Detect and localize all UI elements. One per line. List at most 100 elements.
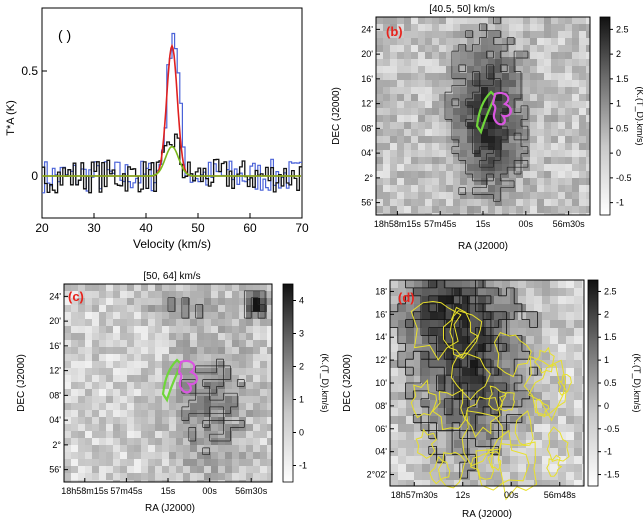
- map-pixel: [218, 284, 225, 291]
- panel-b-colorbar-ticks: 2.521.510.50-0.5-1: [610, 24, 632, 208]
- map-pixel: [71, 403, 78, 410]
- y-tick-label: 16': [361, 74, 373, 84]
- map-pixel: [127, 284, 134, 291]
- y-tick-label: 2°: [52, 440, 61, 450]
- map-pixel: [204, 396, 211, 403]
- map-pixel: [232, 480, 239, 482]
- map-pixel: [225, 452, 232, 459]
- map-pixel: [390, 456, 398, 464]
- map-pixel: [418, 108, 425, 115]
- map-pixel: [486, 416, 494, 424]
- map-pixel: [572, 115, 579, 122]
- map-pixel: [558, 157, 565, 164]
- map-pixel: [446, 280, 454, 288]
- map-pixel: [411, 115, 418, 122]
- map-pixel: [85, 431, 92, 438]
- map-pixel: [454, 448, 462, 456]
- map-pixel: [467, 136, 474, 143]
- map-pixel: [446, 360, 454, 368]
- map-pixel: [134, 466, 141, 473]
- map-pixel: [106, 403, 113, 410]
- map-pixel: [253, 382, 260, 389]
- map-pixel: [134, 410, 141, 417]
- map-pixel: [404, 73, 411, 80]
- map-pixel: [99, 424, 106, 431]
- map-pixel: [582, 432, 584, 440]
- map-pixel: [398, 368, 406, 376]
- map-pixel: [537, 206, 544, 213]
- yellow-contour: [557, 373, 572, 396]
- map-pixel: [467, 87, 474, 94]
- map-pixel: [558, 288, 566, 296]
- map-pixel: [572, 45, 579, 52]
- map-pixel: [78, 452, 85, 459]
- y-tick-label: 56': [49, 465, 61, 475]
- map-pixel: [574, 400, 582, 408]
- map-pixel: [260, 347, 267, 354]
- map-pixel: [183, 480, 190, 482]
- map-pixel: [141, 452, 148, 459]
- map-pixel: [565, 59, 572, 66]
- yellow-contour: [432, 388, 466, 431]
- panel-c-xticks: 18h58m15s 57m45s 15s 00s 56m30s: [61, 478, 268, 496]
- map-pixel: [586, 94, 590, 101]
- map-pixel: [518, 352, 526, 360]
- map-pixel: [495, 213, 502, 215]
- map-pixel: [383, 52, 390, 59]
- map-pixel: [566, 384, 574, 392]
- map-pixel: [148, 466, 155, 473]
- map-pixel: [197, 445, 204, 452]
- map-pixel: [155, 389, 162, 396]
- map-pixel: [446, 185, 453, 192]
- map-pixel: [148, 298, 155, 305]
- map-pixel: [494, 336, 502, 344]
- map-pixel: [542, 328, 550, 336]
- panel-b-ylabel: DEC (J2000): [331, 87, 342, 145]
- map-pixel: [106, 382, 113, 389]
- map-pixel: [232, 438, 239, 445]
- map-pixel: [523, 24, 530, 31]
- map-pixel: [526, 384, 534, 392]
- map-pixel: [120, 431, 127, 438]
- map-pixel: [439, 192, 446, 199]
- map-pixel: [534, 360, 542, 368]
- map-pixel: [190, 291, 197, 298]
- map-pixel: [454, 440, 462, 448]
- map-pixel: [239, 452, 246, 459]
- map-pixel: [551, 52, 558, 59]
- map-pixel: [544, 178, 551, 185]
- map-pixel: [404, 185, 411, 192]
- map-pixel: [530, 94, 537, 101]
- map-pixel: [134, 480, 141, 482]
- map-pixel: [64, 396, 71, 403]
- map-pixel: [544, 38, 551, 45]
- map-pixel: [422, 480, 430, 486]
- map-pixel: [183, 410, 190, 417]
- map-pixel: [418, 171, 425, 178]
- map-pixel: [523, 178, 530, 185]
- map-pixel: [438, 280, 446, 288]
- map-pixel: [418, 80, 425, 87]
- map-pixel: [141, 333, 148, 340]
- map-pixel: [422, 328, 430, 336]
- map-pixel: [488, 17, 495, 24]
- map-pixel: [516, 66, 523, 73]
- map-pixel: [71, 291, 78, 298]
- map-pixel: [141, 354, 148, 361]
- map-pixel: [453, 136, 460, 143]
- map-pixel: [246, 389, 253, 396]
- map-pixel: [390, 136, 397, 143]
- map-pixel: [376, 73, 383, 80]
- map-pixel: [572, 178, 579, 185]
- map-pixel: [383, 87, 390, 94]
- map-pixel: [446, 400, 454, 408]
- map-pixel: [537, 157, 544, 164]
- map-pixel: [474, 17, 481, 24]
- map-pixel: [169, 417, 176, 424]
- map-pixel: [204, 473, 211, 480]
- map-pixel: [155, 333, 162, 340]
- map-pixel: [439, 66, 446, 73]
- map-pixel: [446, 213, 453, 215]
- map-pixel: [478, 328, 486, 336]
- map-pixel: [260, 305, 267, 312]
